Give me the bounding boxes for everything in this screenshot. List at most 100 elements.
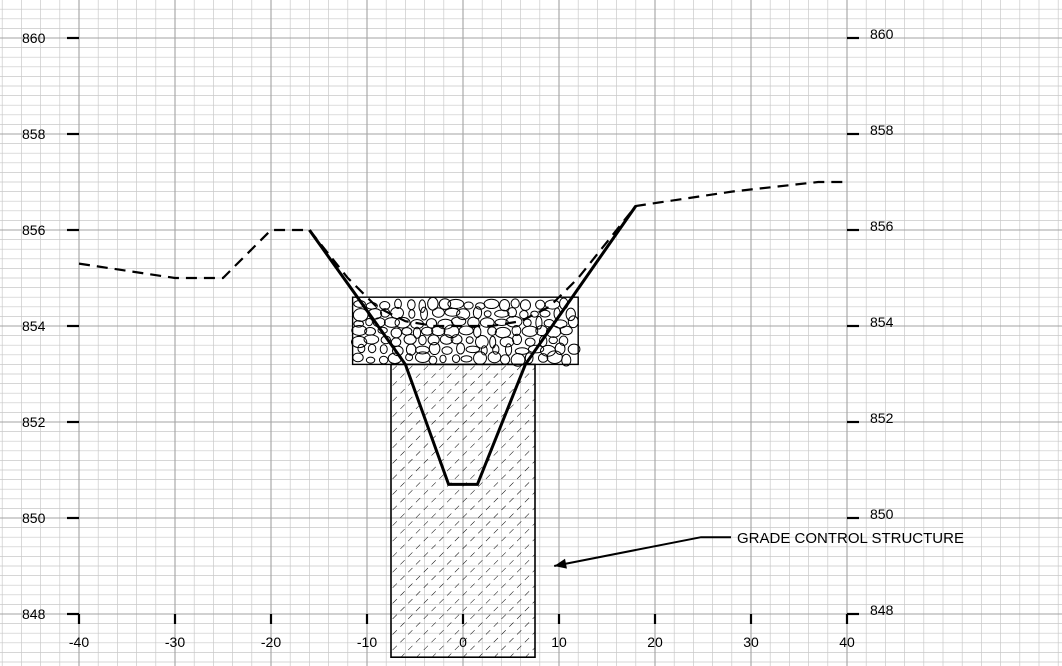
riprap-stone <box>456 308 471 321</box>
riprap-stone <box>530 310 539 318</box>
riprap-stone <box>427 334 440 346</box>
riprap-stone <box>394 316 411 329</box>
riprap-stone <box>439 354 447 364</box>
riprap-layer <box>350 296 581 367</box>
riprap-stone <box>494 309 510 318</box>
y-tick-label-left: 854 <box>22 318 46 334</box>
y-tick-label-right: 848 <box>870 602 894 618</box>
riprap-stone <box>554 342 566 355</box>
riprap-stone <box>451 354 461 364</box>
riprap-stone <box>441 346 453 355</box>
riprap-stone <box>412 326 422 339</box>
riprap-stone <box>379 344 388 355</box>
riprap-stone <box>465 336 474 344</box>
riprap-stone <box>504 343 513 356</box>
y-tick-label-left: 852 <box>22 414 46 430</box>
grade-control-block <box>390 363 536 658</box>
riprap-stone <box>351 324 368 336</box>
x-tick-label: -20 <box>261 634 281 650</box>
y-tick-label-right: 854 <box>870 314 894 330</box>
riprap-stone <box>463 301 474 310</box>
axes: 848 848 850 850 852 852 854 854 856 856 858 858 860 8… <box>22 26 894 650</box>
y-tick-label-right: 852 <box>870 410 894 426</box>
riprap-stone <box>479 317 495 328</box>
x-tick-label: -40 <box>69 634 89 650</box>
riprap-stone <box>483 298 500 310</box>
riprap-stone <box>365 317 373 327</box>
x-tick-label: -10 <box>357 634 377 650</box>
y-tick-label-left: 860 <box>22 30 46 46</box>
riprap-stone <box>444 307 461 317</box>
x-tick-label: -30 <box>165 634 185 650</box>
riprap-stone <box>499 336 515 348</box>
riprap-stone <box>567 343 581 355</box>
y-tick-label-right: 850 <box>870 506 894 522</box>
riprap-stone <box>527 344 545 354</box>
annotations: GRADE CONTROL STRUCTURE <box>554 530 964 569</box>
riprap-stone <box>483 310 492 318</box>
existing-ground-line <box>78 180 847 328</box>
profile-lines <box>78 180 847 486</box>
riprap-stone <box>456 342 466 355</box>
riprap-stone <box>467 316 480 329</box>
riprap-stone <box>510 298 520 309</box>
riprap-stone <box>352 352 364 363</box>
riprap-stone <box>367 343 377 354</box>
riprap-stone <box>418 334 427 346</box>
proposed-channel-line <box>308 205 638 486</box>
y-tick-label-left: 856 <box>22 222 46 238</box>
structures <box>350 296 581 658</box>
y-tick-label-right: 856 <box>870 218 894 234</box>
riprap-stone <box>438 298 452 310</box>
riprap-stone <box>420 326 434 336</box>
riprap-stone <box>492 344 500 355</box>
riprap-stone <box>405 353 414 362</box>
riprap-stone <box>511 333 523 346</box>
callout-leader <box>554 536 731 567</box>
y-tick-label-left: 848 <box>22 606 46 622</box>
x-tick-label: 20 <box>647 634 663 650</box>
riprap-stone <box>439 334 454 345</box>
riprap-stone <box>420 306 428 321</box>
riprap-stone <box>507 307 517 318</box>
riprap-stone <box>431 307 445 318</box>
riprap-stone <box>460 355 473 363</box>
y-tick-label-right: 858 <box>870 122 894 138</box>
riprap-stone <box>524 337 536 347</box>
riprap-stone <box>408 309 416 319</box>
x-tick-label: 40 <box>839 634 855 650</box>
riprap-stone <box>561 353 572 367</box>
riprap-stone <box>535 315 543 330</box>
riprap-stone <box>378 355 389 365</box>
riprap-stone <box>559 325 573 336</box>
riprap-stone <box>394 298 402 310</box>
riprap-stone <box>480 345 488 356</box>
riprap-stone <box>521 325 539 337</box>
riprap-stone <box>418 299 427 313</box>
y-tick-label-left: 858 <box>22 126 46 142</box>
riprap-stone <box>450 334 463 345</box>
riprap-stone <box>357 343 366 354</box>
riprap-stone <box>428 341 441 356</box>
riprap-stone <box>558 335 569 347</box>
riprap-stone <box>350 335 368 349</box>
riprap-stone <box>539 309 551 318</box>
riprap-stone <box>379 301 391 311</box>
riprap-stone <box>365 356 376 364</box>
riprap-stone <box>353 320 364 328</box>
x-tick-label: 30 <box>743 634 759 650</box>
riprap-stone <box>511 325 522 337</box>
riprap-stone <box>524 352 534 364</box>
riprap-stone <box>465 345 481 354</box>
callout-arrowhead <box>554 558 567 569</box>
riprap-stone <box>383 317 400 328</box>
y-tick-label-left: 850 <box>22 510 46 526</box>
riprap-stone <box>567 315 579 329</box>
riprap-stone <box>565 307 576 322</box>
riprap-stone <box>548 336 558 345</box>
y-tick-label-right: 860 <box>870 26 894 42</box>
riprap-stone <box>537 353 549 363</box>
callout-label-grade-control: GRADE CONTROL STRUCTURE <box>737 530 964 547</box>
x-tick-label: 10 <box>551 634 567 650</box>
